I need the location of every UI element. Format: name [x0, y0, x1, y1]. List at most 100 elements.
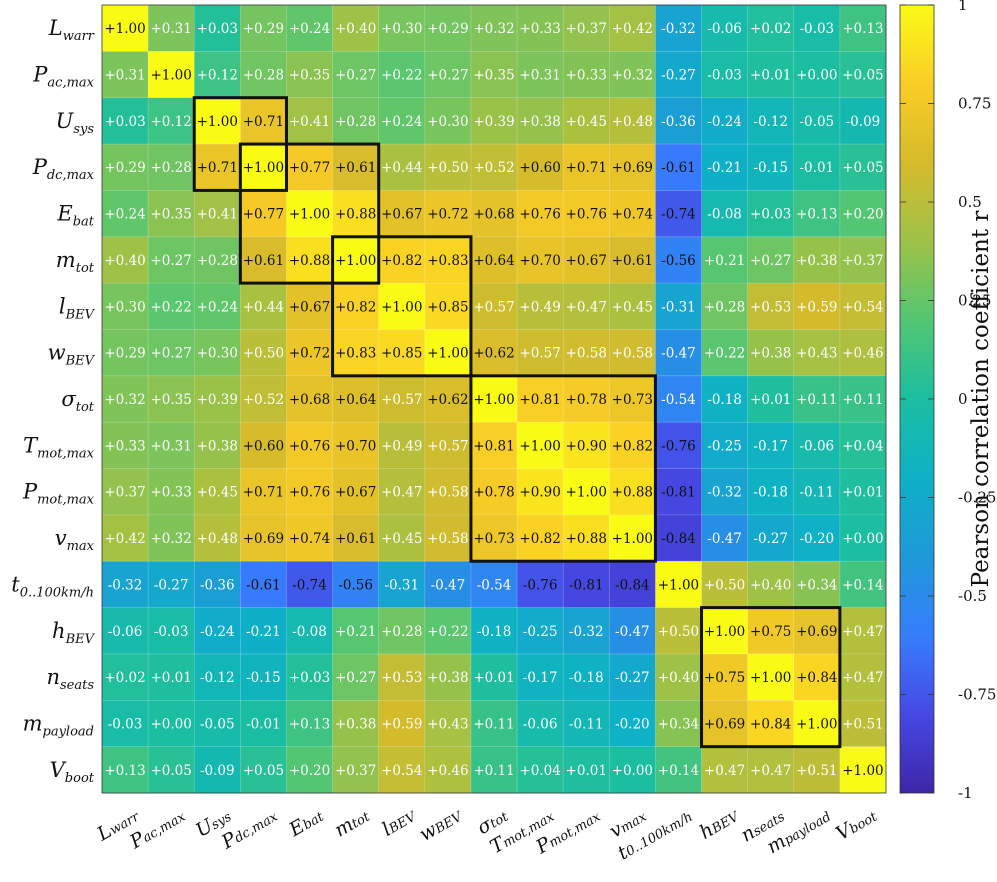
- cell-value-label: +0.31: [519, 68, 560, 84]
- cell-value-label: +0.28: [243, 68, 284, 84]
- cell-value-label: +0.64: [335, 392, 376, 408]
- cell-value-label: -0.03: [800, 21, 835, 37]
- heatmap-cell: [102, 422, 149, 469]
- heatmap-cell: [793, 561, 841, 608]
- cell-value-label: -0.20: [615, 716, 650, 732]
- heatmap-cell: [470, 236, 518, 284]
- heatmap-cell: [378, 607, 426, 655]
- cell-value-label: +0.77: [289, 160, 330, 176]
- heatmap-cell: [747, 5, 795, 52]
- cell-value-label: -0.09: [200, 763, 235, 779]
- cell-value-label: +0.33: [104, 438, 145, 454]
- heatmap-cell: [194, 514, 241, 562]
- heatmap-cell: [747, 607, 795, 655]
- colorbar-tick-label: -0.75: [958, 686, 996, 704]
- cell-value-label: +0.76: [289, 485, 330, 501]
- cell-value-label: +0.29: [243, 21, 284, 37]
- heatmap-cell: [470, 144, 518, 191]
- heatmap-cell: [563, 422, 610, 469]
- cell-value-label: +0.72: [289, 346, 330, 362]
- cell-value-label: -0.32: [707, 485, 742, 501]
- cell-value-label: +0.37: [335, 763, 376, 779]
- cell-value-label: +0.05: [842, 68, 883, 84]
- heatmap-cell: [148, 607, 195, 655]
- heatmap-cell: [701, 144, 749, 191]
- heatmap-cell: [194, 746, 241, 794]
- heatmap-cell: [424, 190, 472, 238]
- heatmap-cell: [286, 422, 333, 469]
- heatmap-cell: [793, 514, 841, 562]
- heatmap-cell: [102, 375, 149, 423]
- cell-value-label: -0.61: [246, 577, 281, 593]
- row-label: t0..100km/h: [11, 572, 94, 600]
- heatmap-cell: [470, 190, 518, 238]
- heatmap-cell: [793, 51, 841, 99]
- cell-value-label: +0.47: [566, 299, 607, 315]
- cell-value-label: +0.84: [796, 670, 837, 686]
- heatmap-cell: [839, 561, 887, 608]
- cell-value-label: +0.02: [104, 670, 145, 686]
- cell-value-label: -0.47: [615, 624, 650, 640]
- heatmap-cell: [839, 653, 887, 701]
- cell-value-label: +0.31: [104, 68, 145, 84]
- heatmap-cell: [424, 700, 472, 748]
- heatmap-cell: [286, 514, 333, 562]
- heatmap-cell: [194, 190, 241, 238]
- cell-value-label: +0.01: [150, 670, 191, 686]
- heatmap-cell: [470, 375, 518, 423]
- cell-value-label: +0.61: [335, 160, 376, 176]
- cell-value-label: +0.24: [197, 299, 238, 315]
- cell-value-label: +0.24: [381, 114, 422, 130]
- cell-value-label: -0.01: [246, 716, 281, 732]
- cell-value-label: +1.00: [104, 21, 145, 37]
- heatmap-cell: [332, 329, 380, 377]
- cell-value-label: -0.54: [661, 392, 696, 408]
- cell-value-label: +0.88: [289, 253, 330, 269]
- row-label: lBEV: [59, 294, 96, 322]
- cell-value-label: -0.12: [753, 114, 788, 130]
- heatmap-cell: [240, 97, 287, 145]
- heatmap-cell: [194, 144, 241, 191]
- cell-value-label: +0.34: [658, 716, 699, 732]
- cell-value-label: +0.70: [335, 438, 376, 454]
- heatmap-cell: [839, 468, 887, 516]
- heatmap-cell: [470, 283, 518, 330]
- cell-value-label: +0.57: [473, 299, 514, 315]
- cell-value-label: +0.70: [519, 253, 560, 269]
- cell-value-label: +0.33: [519, 21, 560, 37]
- cell-value-label: +0.05: [243, 763, 284, 779]
- cell-value-label: +0.90: [519, 485, 560, 501]
- cell-value-label: -0.18: [569, 670, 604, 686]
- heatmap-cell: [240, 144, 287, 191]
- heatmap-cell: [517, 190, 564, 238]
- cell-value-label: +0.00: [842, 531, 883, 547]
- heatmap-cell: [378, 329, 426, 377]
- colorbar-tick-label: -1: [958, 784, 973, 802]
- heatmap-cell: [517, 283, 564, 330]
- heatmap-cell: [194, 607, 241, 655]
- cell-value-label: -0.76: [661, 438, 696, 454]
- cell-value-label: +0.42: [612, 21, 653, 37]
- cell-value-label: +0.38: [796, 253, 837, 269]
- heatmap-cell: [517, 422, 564, 469]
- heatmap-cell: [563, 236, 610, 284]
- heatmap-cell: [839, 375, 887, 423]
- heatmap-cell: [148, 561, 195, 608]
- cell-value-label: +0.47: [381, 485, 422, 501]
- cell-value-label: -0.47: [431, 577, 466, 593]
- heatmap-cell: [194, 97, 241, 145]
- cell-value-label: +0.69: [243, 531, 284, 547]
- cell-value-label: +1.00: [796, 716, 837, 732]
- heatmap-cell: [332, 236, 380, 284]
- cell-value-label: -0.47: [661, 346, 696, 362]
- heatmap-cell: [378, 700, 426, 748]
- cell-value-label: -0.27: [154, 577, 189, 593]
- heatmap-cell: [148, 144, 195, 191]
- heatmap-cell: [286, 283, 333, 330]
- cell-value-label: +0.12: [150, 114, 191, 130]
- heatmap-cell: [609, 653, 656, 701]
- heatmap-cell: [563, 514, 610, 562]
- column-label: lBEV: [378, 803, 420, 840]
- heatmap-cell: [517, 468, 564, 516]
- heatmap-cell: [148, 5, 195, 52]
